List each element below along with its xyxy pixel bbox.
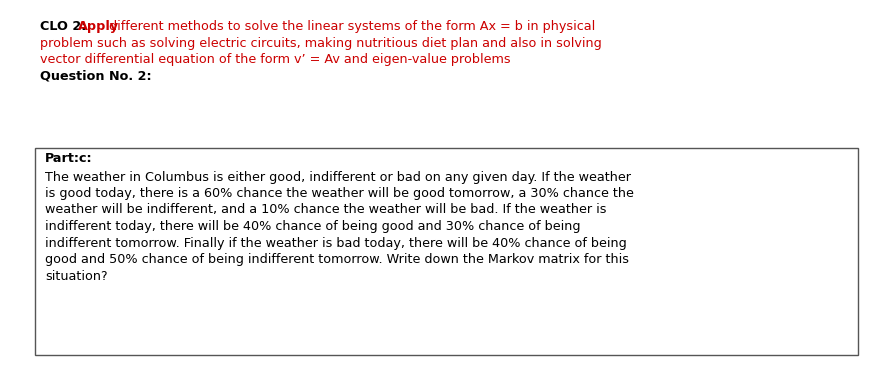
Text: good and 50% chance of being indifferent tomorrow. Write down the Markov matrix : good and 50% chance of being indifferent… <box>45 253 629 266</box>
Text: Question No. 2:: Question No. 2: <box>40 69 152 83</box>
Text: vector differential equation of the form v’ = Av and eigen-value problems: vector differential equation of the form… <box>40 53 510 66</box>
Text: different methods to solve the linear systems of the form Ax = b in physical: different methods to solve the linear sy… <box>105 20 596 33</box>
Text: The weather in Columbus is either good, indifferent or bad on any given day. If : The weather in Columbus is either good, … <box>45 171 631 184</box>
Text: CLO 2:: CLO 2: <box>40 20 91 33</box>
Text: is good today, there is a 60% chance the weather will be good tomorrow, a 30% ch: is good today, there is a 60% chance the… <box>45 187 634 200</box>
Text: indifferent tomorrow. Finally if the weather is bad today, there will be 40% cha: indifferent tomorrow. Finally if the wea… <box>45 236 627 250</box>
Text: indifferent today, there will be 40% chance of being good and 30% chance of bein: indifferent today, there will be 40% cha… <box>45 220 581 233</box>
Text: Apply: Apply <box>78 20 119 33</box>
Text: situation?: situation? <box>45 269 108 283</box>
Text: problem such as solving electric circuits, making nutritious diet plan and also : problem such as solving electric circuit… <box>40 36 602 50</box>
Text: Part:c:: Part:c: <box>45 152 92 165</box>
Text: weather will be indifferent, and a 10% chance the weather will be bad. If the we: weather will be indifferent, and a 10% c… <box>45 203 606 217</box>
Bar <box>35 148 858 355</box>
